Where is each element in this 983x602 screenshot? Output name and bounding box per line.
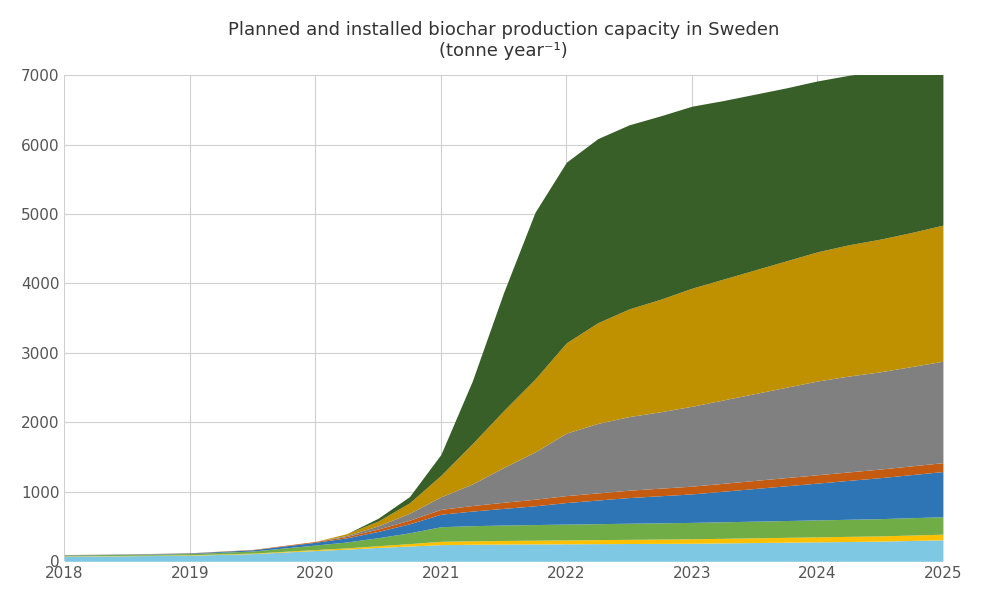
Title: Planned and installed biochar production capacity in Sweden
(tonne year⁻¹): Planned and installed biochar production… — [228, 21, 780, 60]
